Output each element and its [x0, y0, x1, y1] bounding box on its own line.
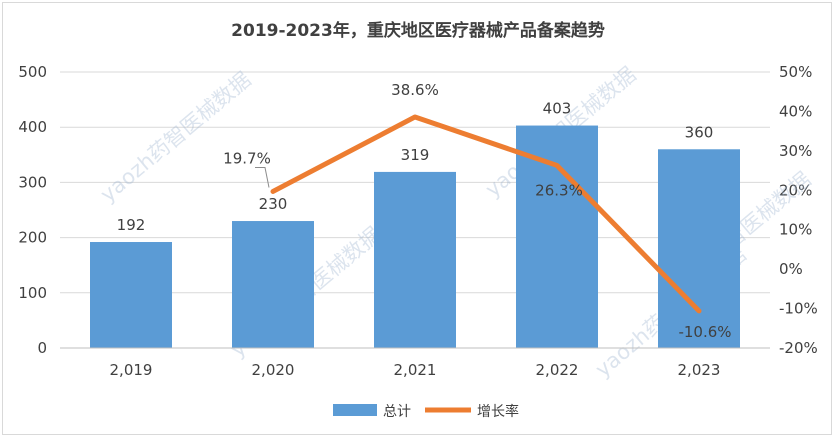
legend-label-line: 增长率 [477, 403, 519, 420]
line-data-label: 26.3% [535, 181, 583, 199]
y-left-tick-label: 200 [18, 229, 47, 247]
y-left-tick-label: 500 [18, 63, 47, 81]
x-tick-label: 2,021 [394, 361, 437, 379]
line-data-label: 38.6% [391, 81, 439, 99]
bar-data-label: 192 [117, 216, 146, 234]
chart-svg: 2019-2023年，重庆地区医疗器械产品备案趋势 0 100 200 300 400 50… [18, 20, 818, 420]
y-right-tick-label: 10% [779, 221, 812, 239]
x-tick-label: 2,023 [678, 361, 721, 379]
y-right-tick-label: 40% [779, 102, 812, 120]
bar [90, 242, 172, 348]
y-right-tick-label: -20% [779, 339, 818, 357]
bar [516, 125, 598, 348]
y-left-tick-label: 300 [18, 173, 47, 191]
bar-data-label: 230 [259, 195, 288, 213]
y-right-tick-label: 30% [779, 142, 812, 160]
y-right-tick-label: 0% [779, 260, 803, 278]
growth-rate-line [270, 114, 702, 314]
bar [374, 171, 456, 348]
y-right-tick-label: 20% [779, 181, 812, 199]
line-data-label: 19.7% [223, 149, 271, 167]
bar [658, 149, 740, 348]
y-right-tick-label: -10% [779, 300, 818, 318]
y-left-tick-label: 0 [37, 339, 47, 357]
y-right-tick-label: 50% [779, 63, 812, 81]
x-tick-label: 2,022 [536, 361, 579, 379]
x-tick-label: 2,019 [110, 361, 153, 379]
bar-data-label: 319 [401, 146, 430, 164]
line-data-label: -10.6% [678, 323, 731, 341]
y-left-tick-label: 400 [18, 118, 47, 136]
chart-title: 2019-2023年，重庆地区医疗器械产品备案趋势 [231, 20, 605, 41]
bar [232, 221, 314, 348]
label-leader-line [255, 166, 270, 188]
bar-data-label: 403 [543, 100, 572, 118]
legend-swatch-bar [333, 404, 377, 416]
y-left-tick-label: 100 [18, 284, 47, 302]
bar-data-label: 360 [685, 123, 714, 141]
legend-label-bar: 总计 [383, 404, 411, 420]
x-tick-label: 2,020 [252, 361, 295, 379]
watermark-text: yaozh药智医械数据 [96, 67, 256, 207]
